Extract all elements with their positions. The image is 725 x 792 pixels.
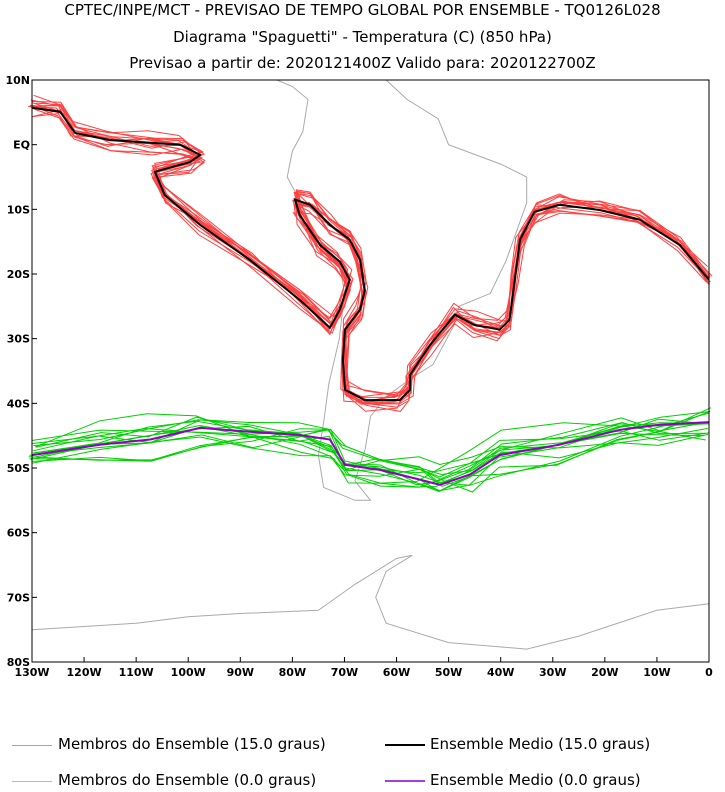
legend-members-15: Membros do Ensemble (15.0 graus) xyxy=(58,735,326,753)
ensemble-member-line xyxy=(32,412,709,486)
legend-swatch-green xyxy=(12,781,52,782)
ensemble-member-line xyxy=(35,416,708,488)
ensemble-mean-0-line xyxy=(31,421,710,486)
lon-tick-label: 0 xyxy=(705,666,713,679)
lon-tick-label: 50W xyxy=(435,666,462,679)
lon-tick-label: 120W xyxy=(67,666,102,679)
antarctica-coastline xyxy=(31,554,710,650)
ensemble-member-line xyxy=(29,410,711,487)
title-line-3: Previsao a partir de: 2020121400Z Valido… xyxy=(129,54,596,72)
lat-tick-label: 10N xyxy=(5,74,30,87)
lat-tick-label: 80S xyxy=(7,656,30,669)
lon-tick-label: 30W xyxy=(539,666,566,679)
lon-tick-label: 110W xyxy=(119,666,154,679)
lon-tick-label: 10W xyxy=(643,666,670,679)
south-america-coastline xyxy=(276,79,528,501)
lat-tick-label: 30S xyxy=(7,333,30,346)
lon-tick-label: 100W xyxy=(171,666,206,679)
ensemble-member-line xyxy=(32,411,711,492)
title-line-1: CPTEC/INPE/MCT - PREVISAO DE TEMPO GLOBA… xyxy=(64,1,661,19)
ensemble-member-line xyxy=(32,104,708,404)
lon-tick-label: 60W xyxy=(383,666,410,679)
ensemble-member-line xyxy=(30,103,711,403)
map-frame xyxy=(31,79,710,663)
ensemble-member-line xyxy=(30,99,711,396)
ensemble-member-line xyxy=(31,104,710,402)
legend-swatch-black xyxy=(385,744,425,746)
lon-tick-label: 90W xyxy=(227,666,254,679)
lat-tick-label: EQ xyxy=(13,139,30,152)
lat-tick-label: 70S xyxy=(7,591,30,604)
legend-mean-0: Ensemble Medio (0.0 graus) xyxy=(430,771,641,789)
lat-tick-label: 60S xyxy=(7,527,30,540)
lat-tick-label: 40S xyxy=(7,397,30,410)
ensemble-means-layer xyxy=(31,106,710,486)
lat-tick-label: 10S xyxy=(7,203,30,216)
lat-tick-label: 20S xyxy=(7,268,30,281)
lon-tick-label: 70W xyxy=(331,666,358,679)
legend-mean-15: Ensemble Medio (15.0 graus) xyxy=(430,735,651,753)
ensemble-member-line xyxy=(35,413,706,484)
legend-members-0: Membros do Ensemble (0.0 graus) xyxy=(58,771,317,789)
ensemble-member-line xyxy=(32,113,709,408)
ensemble-member-line xyxy=(29,104,711,398)
lon-tick-label: 40W xyxy=(487,666,514,679)
ensemble-mean-15-line xyxy=(31,106,710,402)
ensemble-member-line xyxy=(31,100,710,403)
lon-tick-label: 130W xyxy=(14,666,49,679)
ensemble-member-line xyxy=(32,105,710,405)
lon-tick-label: 20W xyxy=(591,666,618,679)
legend-swatch-purple xyxy=(385,780,425,782)
title-line-2: Diagrama "Spaguetti" - Temperatura (C) (… xyxy=(173,28,552,46)
ensemble-member-line xyxy=(36,108,706,402)
coastline-layer xyxy=(31,79,710,650)
legend-swatch-red xyxy=(12,745,52,746)
ensemble-member-line xyxy=(33,109,709,412)
ensemble-member-line xyxy=(31,102,710,405)
lat-tick-label: 50S xyxy=(7,462,30,475)
lon-tick-label: 80W xyxy=(279,666,306,679)
